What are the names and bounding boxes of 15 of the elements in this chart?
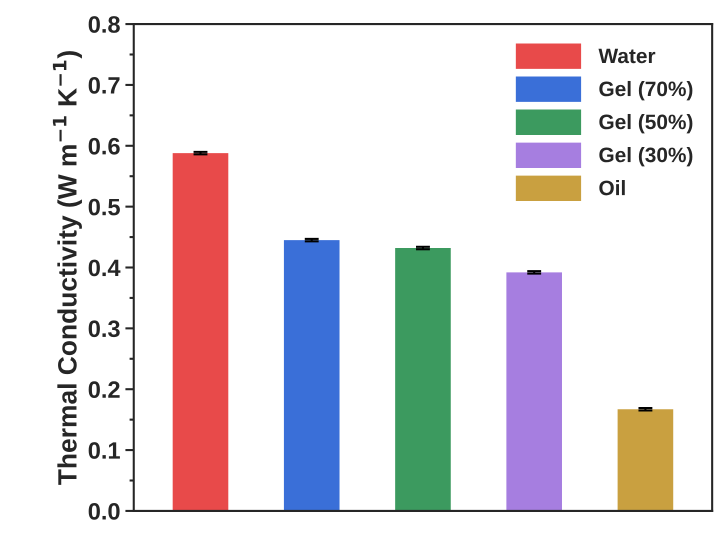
y-tick-label: 0.1 [88,442,120,459]
legend-label: Gel (70%) [599,80,692,100]
y-tick-label: 0.7 [88,77,120,94]
y-tick-label: 0.4 [88,260,120,276]
y-axis-title: Thermal Conductivity (W m$^{−1}$ K$^{−1}$) [52,51,82,485]
legend-label: Gel (50%) [599,114,692,134]
y-tick-label: 0.3 [88,320,120,338]
y-tick-label: 0.6 [88,138,120,155]
y-tick-label: 0.2 [88,381,120,398]
legend-label: Oil [599,180,625,196]
y-tick-label: 0.0 [88,502,120,520]
legend-label: Gel (30%) [599,147,692,166]
legend-label: Water [598,48,656,64]
y-tick-label: 0.5 [88,198,120,216]
y-tick-label: 0.8 [88,16,120,33]
